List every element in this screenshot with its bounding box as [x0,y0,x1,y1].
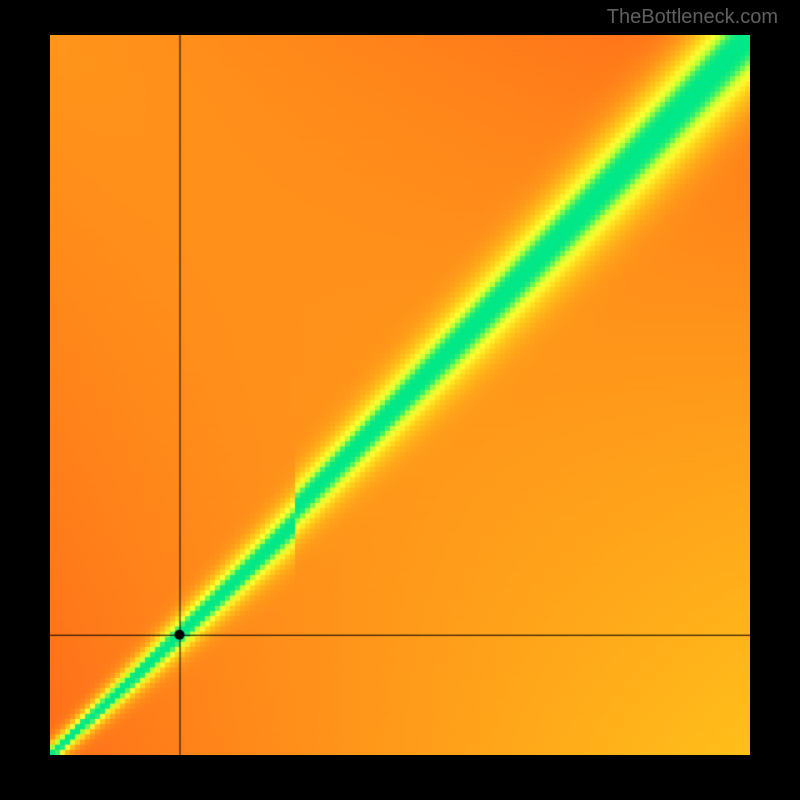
chart-container: { "watermark": { "text": "TheBottleneck.… [0,0,800,800]
bottleneck-heatmap [50,35,750,755]
watermark-text: TheBottleneck.com [607,6,778,29]
